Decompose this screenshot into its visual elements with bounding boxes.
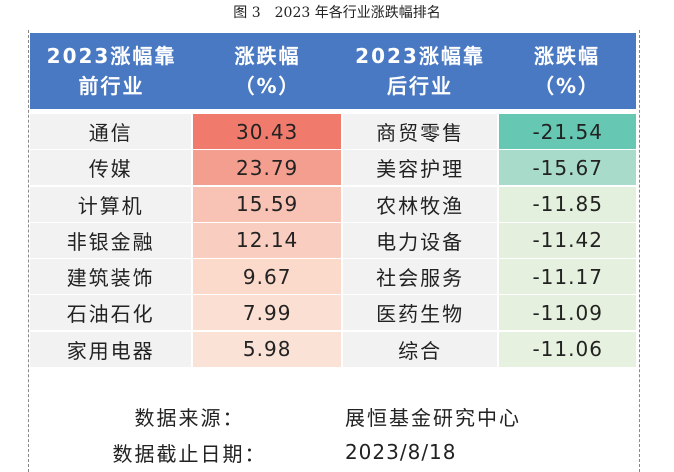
table-header: 2023涨幅靠 前行业 涨跌幅 （%） 2023涨幅靠 后行业 涨跌幅 （%）	[30, 33, 636, 109]
table-frame	[28, 30, 640, 472]
header-bottom-change-line1: 涨跌幅	[534, 44, 600, 68]
top-industry-cell: 传媒	[30, 150, 192, 186]
header-bottom-change-line2: （%）	[533, 74, 601, 98]
bottom-change-cell: -11.85	[497, 186, 637, 222]
bottom-change-cell: -11.09	[497, 295, 637, 331]
top-change-cell: 12.14	[191, 222, 341, 258]
bottom-industry-cell: 医药生物	[340, 295, 498, 331]
header-bottom-industry-line1: 2023涨幅靠	[355, 44, 485, 68]
table-row: 计算机 15.59 农林牧渔 -11.85	[30, 186, 637, 222]
source-row: 数据来源： 展恒基金研究中心	[30, 398, 636, 434]
header-top-change-line2: （%）	[234, 74, 301, 98]
header-top-change-line1: 涨跌幅	[234, 44, 301, 68]
bottom-industry-cell: 电力设备	[340, 222, 498, 258]
bottom-industry-cell: 美容护理	[340, 150, 498, 186]
table-row: 传媒 23.79 美容护理 -15.67	[30, 150, 637, 186]
header-top-industry-line2: 前行业	[78, 74, 145, 98]
date-label: 数据截止日期：	[112, 441, 267, 466]
top-change-cell: 30.43	[191, 114, 341, 149]
table-row: 通信 30.43 商贸零售 -21.54	[30, 114, 637, 149]
figure-caption: 图 3 2023 年各行业涨跌幅排名	[233, 5, 441, 21]
table-row: 家用电器 5.98 综合 -11.06	[30, 331, 637, 367]
table-body: 通信 30.43 商贸零售 -21.54 传媒 23.79 美容护理 -15.6…	[30, 114, 637, 368]
header-bottom-industry: 2023涨幅靠 后行业	[342, 33, 498, 109]
date-value: 2023/8/18	[344, 440, 457, 464]
top-change-cell: 7.99	[191, 295, 341, 331]
header-top-industry: 2023涨幅靠 前行业	[30, 33, 193, 109]
bottom-industry-cell: 综合	[340, 331, 498, 367]
source-label: 数据来源：	[134, 405, 245, 430]
table-row: 非银金融 12.14 电力设备 -11.42	[30, 222, 637, 258]
bottom-change-cell: -11.42	[497, 222, 637, 258]
date-row: 数据截止日期： 2023/8/18	[30, 434, 636, 470]
header-bottom-industry-line2: 后行业	[387, 74, 453, 98]
top-change-cell: 5.98	[191, 331, 341, 367]
header-top-change: 涨跌幅 （%）	[193, 33, 342, 109]
top-change-cell: 23.79	[191, 150, 341, 186]
table-row: 建筑装饰 9.67 社会服务 -11.17	[30, 259, 637, 295]
top-industry-cell: 计算机	[30, 186, 192, 222]
top-industry-cell: 通信	[30, 114, 192, 149]
bottom-industry-cell: 商贸零售	[340, 114, 498, 149]
bottom-change-cell: -11.06	[497, 331, 637, 367]
table-row: 石油石化 7.99 医药生物 -11.09	[30, 295, 637, 331]
header-bottom-change: 涨跌幅 （%）	[498, 33, 636, 109]
header-top-industry-line1: 2023涨幅靠	[46, 44, 177, 68]
bottom-change-cell: -21.54	[497, 114, 637, 149]
bottom-industry-cell: 社会服务	[340, 259, 498, 295]
bottom-change-cell: -15.67	[497, 150, 637, 186]
bottom-change-cell: -11.17	[497, 259, 637, 295]
bottom-industry-cell: 农林牧渔	[340, 186, 498, 222]
top-industry-cell: 石油石化	[30, 295, 192, 331]
table-footer: 数据来源： 展恒基金研究中心 数据截止日期： 2023/8/18	[30, 398, 636, 470]
top-change-cell: 15.59	[191, 186, 341, 222]
top-industry-cell: 建筑装饰	[30, 259, 192, 295]
top-industry-cell: 家用电器	[30, 331, 192, 367]
top-industry-cell: 非银金融	[30, 222, 192, 258]
top-change-cell: 9.67	[191, 259, 341, 295]
source-value: 展恒基金研究中心	[344, 405, 521, 430]
